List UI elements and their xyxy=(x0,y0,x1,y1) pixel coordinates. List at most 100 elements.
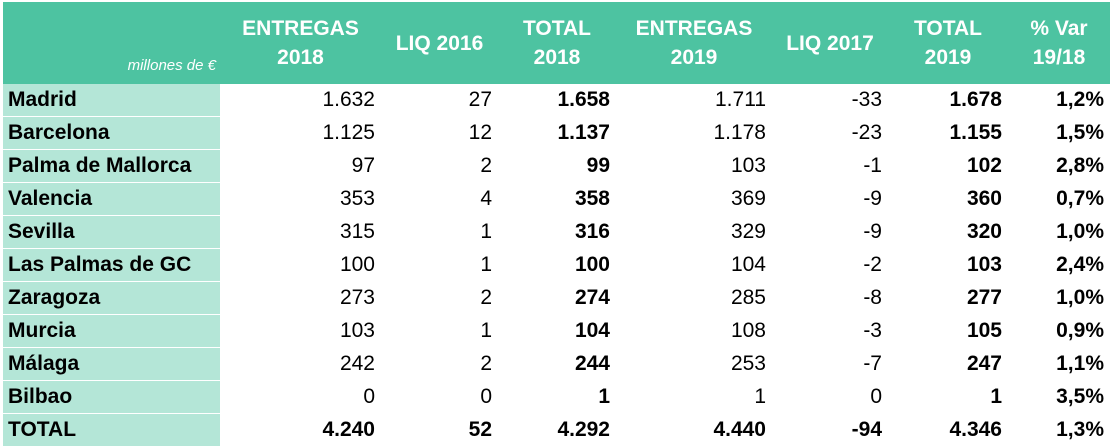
cell-liq-2016: 4 xyxy=(381,182,498,216)
cell-entregas-2019: 108 xyxy=(616,314,772,348)
unit-header-cell: millones de € xyxy=(3,2,220,84)
table-row: Las Palmas de GC 100 1 100 104 -2 103 2,4% xyxy=(3,248,1110,282)
unit-label: millones de € xyxy=(127,57,216,74)
city-name: Bilbao xyxy=(3,380,220,414)
col-header-entregas-2019: ENTREGAS 2019 xyxy=(616,2,772,84)
cell-liq-2016: 12 xyxy=(381,116,498,150)
city-name: Málaga xyxy=(3,347,220,381)
table-row: Málaga 242 2 244 253 -7 247 1,1% xyxy=(3,347,1110,381)
cell-entregas-2018: 0 xyxy=(220,380,381,414)
total-row: TOTAL 4.240 52 4.292 4.440 -94 4.346 1,3% xyxy=(3,413,1110,447)
cell-total-2019: 277 xyxy=(888,281,1008,315)
col-header-entregas-2018: ENTREGAS 2018 xyxy=(220,2,381,84)
cell-liq-2016: 0 xyxy=(381,380,498,414)
table-row: Murcia 103 1 104 108 -3 105 0,9% xyxy=(3,314,1110,348)
cell-var: 2,8% xyxy=(1008,149,1110,183)
cell-liq-2017: -9 xyxy=(772,215,888,249)
cell-var: 1,5% xyxy=(1008,116,1110,150)
cell-total-2018: 104 xyxy=(498,314,616,348)
city-name: Madrid xyxy=(3,84,220,117)
city-name: Murcia xyxy=(3,314,220,348)
cell-total-2018: 1.658 xyxy=(498,84,616,117)
header-row: millones de € ENTREGAS 2018 LIQ 2016 TOTA… xyxy=(3,2,1110,84)
cell-var: 1,2% xyxy=(1008,84,1110,117)
cell-liq-2016: 2 xyxy=(381,347,498,381)
cell-entregas-2019: 1.178 xyxy=(616,116,772,150)
cell-liq-2017: -94 xyxy=(772,413,888,447)
cell-total-2019: 247 xyxy=(888,347,1008,381)
col-header-var: % Var 19/18 xyxy=(1008,2,1110,84)
col-header-total-2019: TOTAL 2019 xyxy=(888,2,1008,84)
cell-total-2019: 4.346 xyxy=(888,413,1008,447)
cell-total-2018: 244 xyxy=(498,347,616,381)
city-name: Las Palmas de GC xyxy=(3,248,220,282)
cell-var: 1,0% xyxy=(1008,215,1110,249)
cell-total-2019: 105 xyxy=(888,314,1008,348)
cell-entregas-2018: 315 xyxy=(220,215,381,249)
table-row: Sevilla 315 1 316 329 -9 320 1,0% xyxy=(3,215,1110,249)
cell-var: 0,7% xyxy=(1008,182,1110,216)
cell-entregas-2018: 103 xyxy=(220,314,381,348)
cell-total-2018: 1.137 xyxy=(498,116,616,150)
cell-liq-2017: -1 xyxy=(772,149,888,183)
cell-entregas-2018: 353 xyxy=(220,182,381,216)
city-name: Sevilla xyxy=(3,215,220,249)
cell-entregas-2019: 103 xyxy=(616,149,772,183)
cell-entregas-2019: 253 xyxy=(616,347,772,381)
table-row: Zaragoza 273 2 274 285 -8 277 1,0% xyxy=(3,281,1110,315)
cell-total-2019: 320 xyxy=(888,215,1008,249)
cell-liq-2017: -9 xyxy=(772,182,888,216)
col-header-liq-2017: LIQ 2017 xyxy=(772,2,888,84)
cell-liq-2017: -2 xyxy=(772,248,888,282)
cell-total-2018: 316 xyxy=(498,215,616,249)
cell-liq-2017: -3 xyxy=(772,314,888,348)
cell-liq-2016: 1 xyxy=(381,248,498,282)
cell-liq-2016: 1 xyxy=(381,215,498,249)
col-header-liq-2016: LIQ 2016 xyxy=(381,2,498,84)
cell-liq-2016: 2 xyxy=(381,281,498,315)
table-row: Palma de Mallorca 97 2 99 103 -1 102 2,8% xyxy=(3,149,1110,183)
cell-entregas-2018: 4.240 xyxy=(220,413,381,447)
cell-entregas-2019: 369 xyxy=(616,182,772,216)
cell-liq-2016: 2 xyxy=(381,149,498,183)
cell-total-2018: 274 xyxy=(498,281,616,315)
cell-total-2019: 102 xyxy=(888,149,1008,183)
city-name: Valencia xyxy=(3,182,220,216)
cell-liq-2017: -23 xyxy=(772,116,888,150)
cell-entregas-2018: 97 xyxy=(220,149,381,183)
cell-entregas-2019: 1.711 xyxy=(616,84,772,117)
cell-entregas-2019: 4.440 xyxy=(616,413,772,447)
cell-total-2018: 358 xyxy=(498,182,616,216)
cell-var: 0,9% xyxy=(1008,314,1110,348)
cell-liq-2016: 52 xyxy=(381,413,498,447)
cell-total-2018: 1 xyxy=(498,380,616,414)
cell-entregas-2018: 273 xyxy=(220,281,381,315)
cell-total-2018: 99 xyxy=(498,149,616,183)
city-name: Barcelona xyxy=(3,116,220,150)
table-row: Barcelona 1.125 12 1.137 1.178 -23 1.155 1,5% xyxy=(3,116,1110,150)
cell-entregas-2019: 104 xyxy=(616,248,772,282)
cell-liq-2017: -8 xyxy=(772,281,888,315)
cell-var: 1,0% xyxy=(1008,281,1110,315)
table-body: Madrid 1.632 27 1.658 1.711 -33 1.678 1,2% Barce… xyxy=(3,84,1110,447)
cell-var: 1,3% xyxy=(1008,413,1110,447)
cell-entregas-2018: 1.125 xyxy=(220,116,381,150)
cell-total-2019: 360 xyxy=(888,182,1008,216)
city-name: TOTAL xyxy=(3,413,220,447)
cell-total-2019: 1.155 xyxy=(888,116,1008,150)
city-name: Palma de Mallorca xyxy=(3,149,220,183)
cell-entregas-2018: 242 xyxy=(220,347,381,381)
cell-liq-2017: -33 xyxy=(772,84,888,117)
cell-entregas-2018: 1.632 xyxy=(220,84,381,117)
cell-liq-2017: 0 xyxy=(772,380,888,414)
cell-total-2018: 100 xyxy=(498,248,616,282)
table-row: Valencia 353 4 358 369 -9 360 0,7% xyxy=(3,182,1110,216)
cities-table: millones de € ENTREGAS 2018 LIQ 2016 TOTA… xyxy=(3,2,1110,447)
cell-total-2019: 1.678 xyxy=(888,84,1008,117)
cell-var: 2,4% xyxy=(1008,248,1110,282)
cell-var: 3,5% xyxy=(1008,380,1110,414)
cell-total-2018: 4.292 xyxy=(498,413,616,447)
cell-liq-2016: 27 xyxy=(381,84,498,117)
cell-total-2019: 103 xyxy=(888,248,1008,282)
city-name: Zaragoza xyxy=(3,281,220,315)
